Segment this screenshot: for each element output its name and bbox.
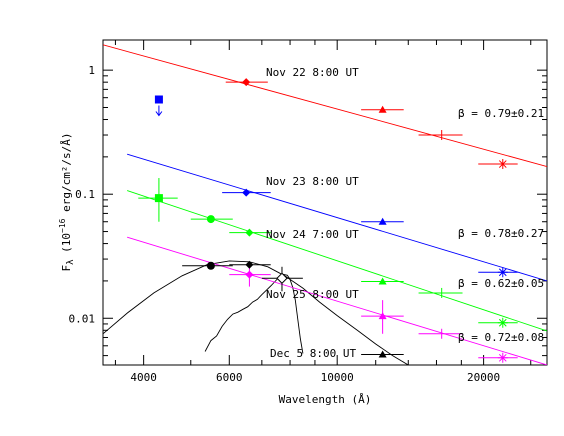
diamond-marker	[245, 270, 254, 279]
asterisk-marker	[497, 352, 508, 363]
beta-label: β = 0.62±0.05	[458, 277, 544, 290]
y-tick-label: 0.1	[75, 188, 95, 201]
circle-marker	[206, 215, 215, 224]
epoch-label: Dec 5 8:00 UT	[270, 347, 356, 360]
triangle-marker	[378, 277, 387, 285]
asterisk-marker	[497, 267, 508, 278]
smooth-model-curve	[103, 260, 409, 365]
diamond-marker	[245, 228, 254, 237]
y-axis-title-units2: erg/cm²/s/Å)	[60, 132, 73, 218]
x-tick-label: 6000	[216, 371, 243, 384]
triangle-marker	[378, 105, 387, 113]
circle-marker	[206, 261, 215, 270]
triangle-marker	[378, 217, 387, 225]
square-marker	[154, 194, 163, 203]
open-diamond-marker	[276, 272, 288, 284]
model-curves	[103, 260, 409, 365]
epoch-label: Nov 23 8:00 UT	[266, 175, 359, 188]
epoch-label: Nov 24 7:00 UT	[266, 228, 359, 241]
beta-label: β = 0.78±0.27	[458, 227, 544, 240]
y-tick-label: 0.01	[69, 312, 96, 325]
diamond-marker	[245, 260, 254, 269]
triangle-marker	[378, 350, 387, 358]
upper-limit-arrow	[155, 105, 163, 117]
y-tick-label: 1	[88, 64, 95, 77]
fit-line	[103, 44, 547, 168]
square-marker	[154, 95, 163, 104]
asterisk-marker	[497, 317, 508, 328]
diamond-marker	[242, 188, 251, 197]
series-labels: Nov 22 8:00 UT β = 0.79±0.21 Nov 23 8:00 U…	[266, 66, 544, 360]
triangle-marker	[378, 312, 387, 320]
fit-line	[127, 153, 547, 282]
fit-lines	[103, 44, 547, 365]
x-tick-label: 4000	[130, 371, 157, 384]
y-axis-title-sub: λ	[66, 259, 76, 265]
y-axis-title-exp: −16	[58, 218, 67, 233]
beta-label: β = 0.79±0.21	[458, 107, 544, 120]
x-axis-title: Wavelength (Å)	[279, 393, 372, 406]
x-tick-label: 10000	[321, 371, 354, 384]
axis-ticks	[103, 40, 547, 365]
spectrum-curve	[204, 273, 304, 354]
diamond-marker	[242, 78, 251, 87]
beta-label: β = 0.72±0.08	[458, 331, 544, 344]
axis-tick-labels: 4000 6000 10000 20000 0.01 0.1 1	[69, 64, 501, 384]
plot-frame	[102, 39, 548, 366]
y-axis-title: Fλ (10−16 erg/cm²/s/Å)	[58, 132, 76, 271]
epoch-label: Nov 25 8:00 UT	[266, 288, 359, 301]
asterisk-marker	[497, 159, 508, 170]
y-axis-title-main: F	[60, 265, 73, 272]
y-axis-title-units: (10	[60, 233, 73, 260]
fit-line	[127, 190, 547, 332]
epoch-label: Nov 22 8:00 UT	[266, 66, 359, 79]
data-points	[138, 78, 518, 363]
x-tick-label: 20000	[467, 371, 500, 384]
fit-line	[127, 236, 547, 365]
